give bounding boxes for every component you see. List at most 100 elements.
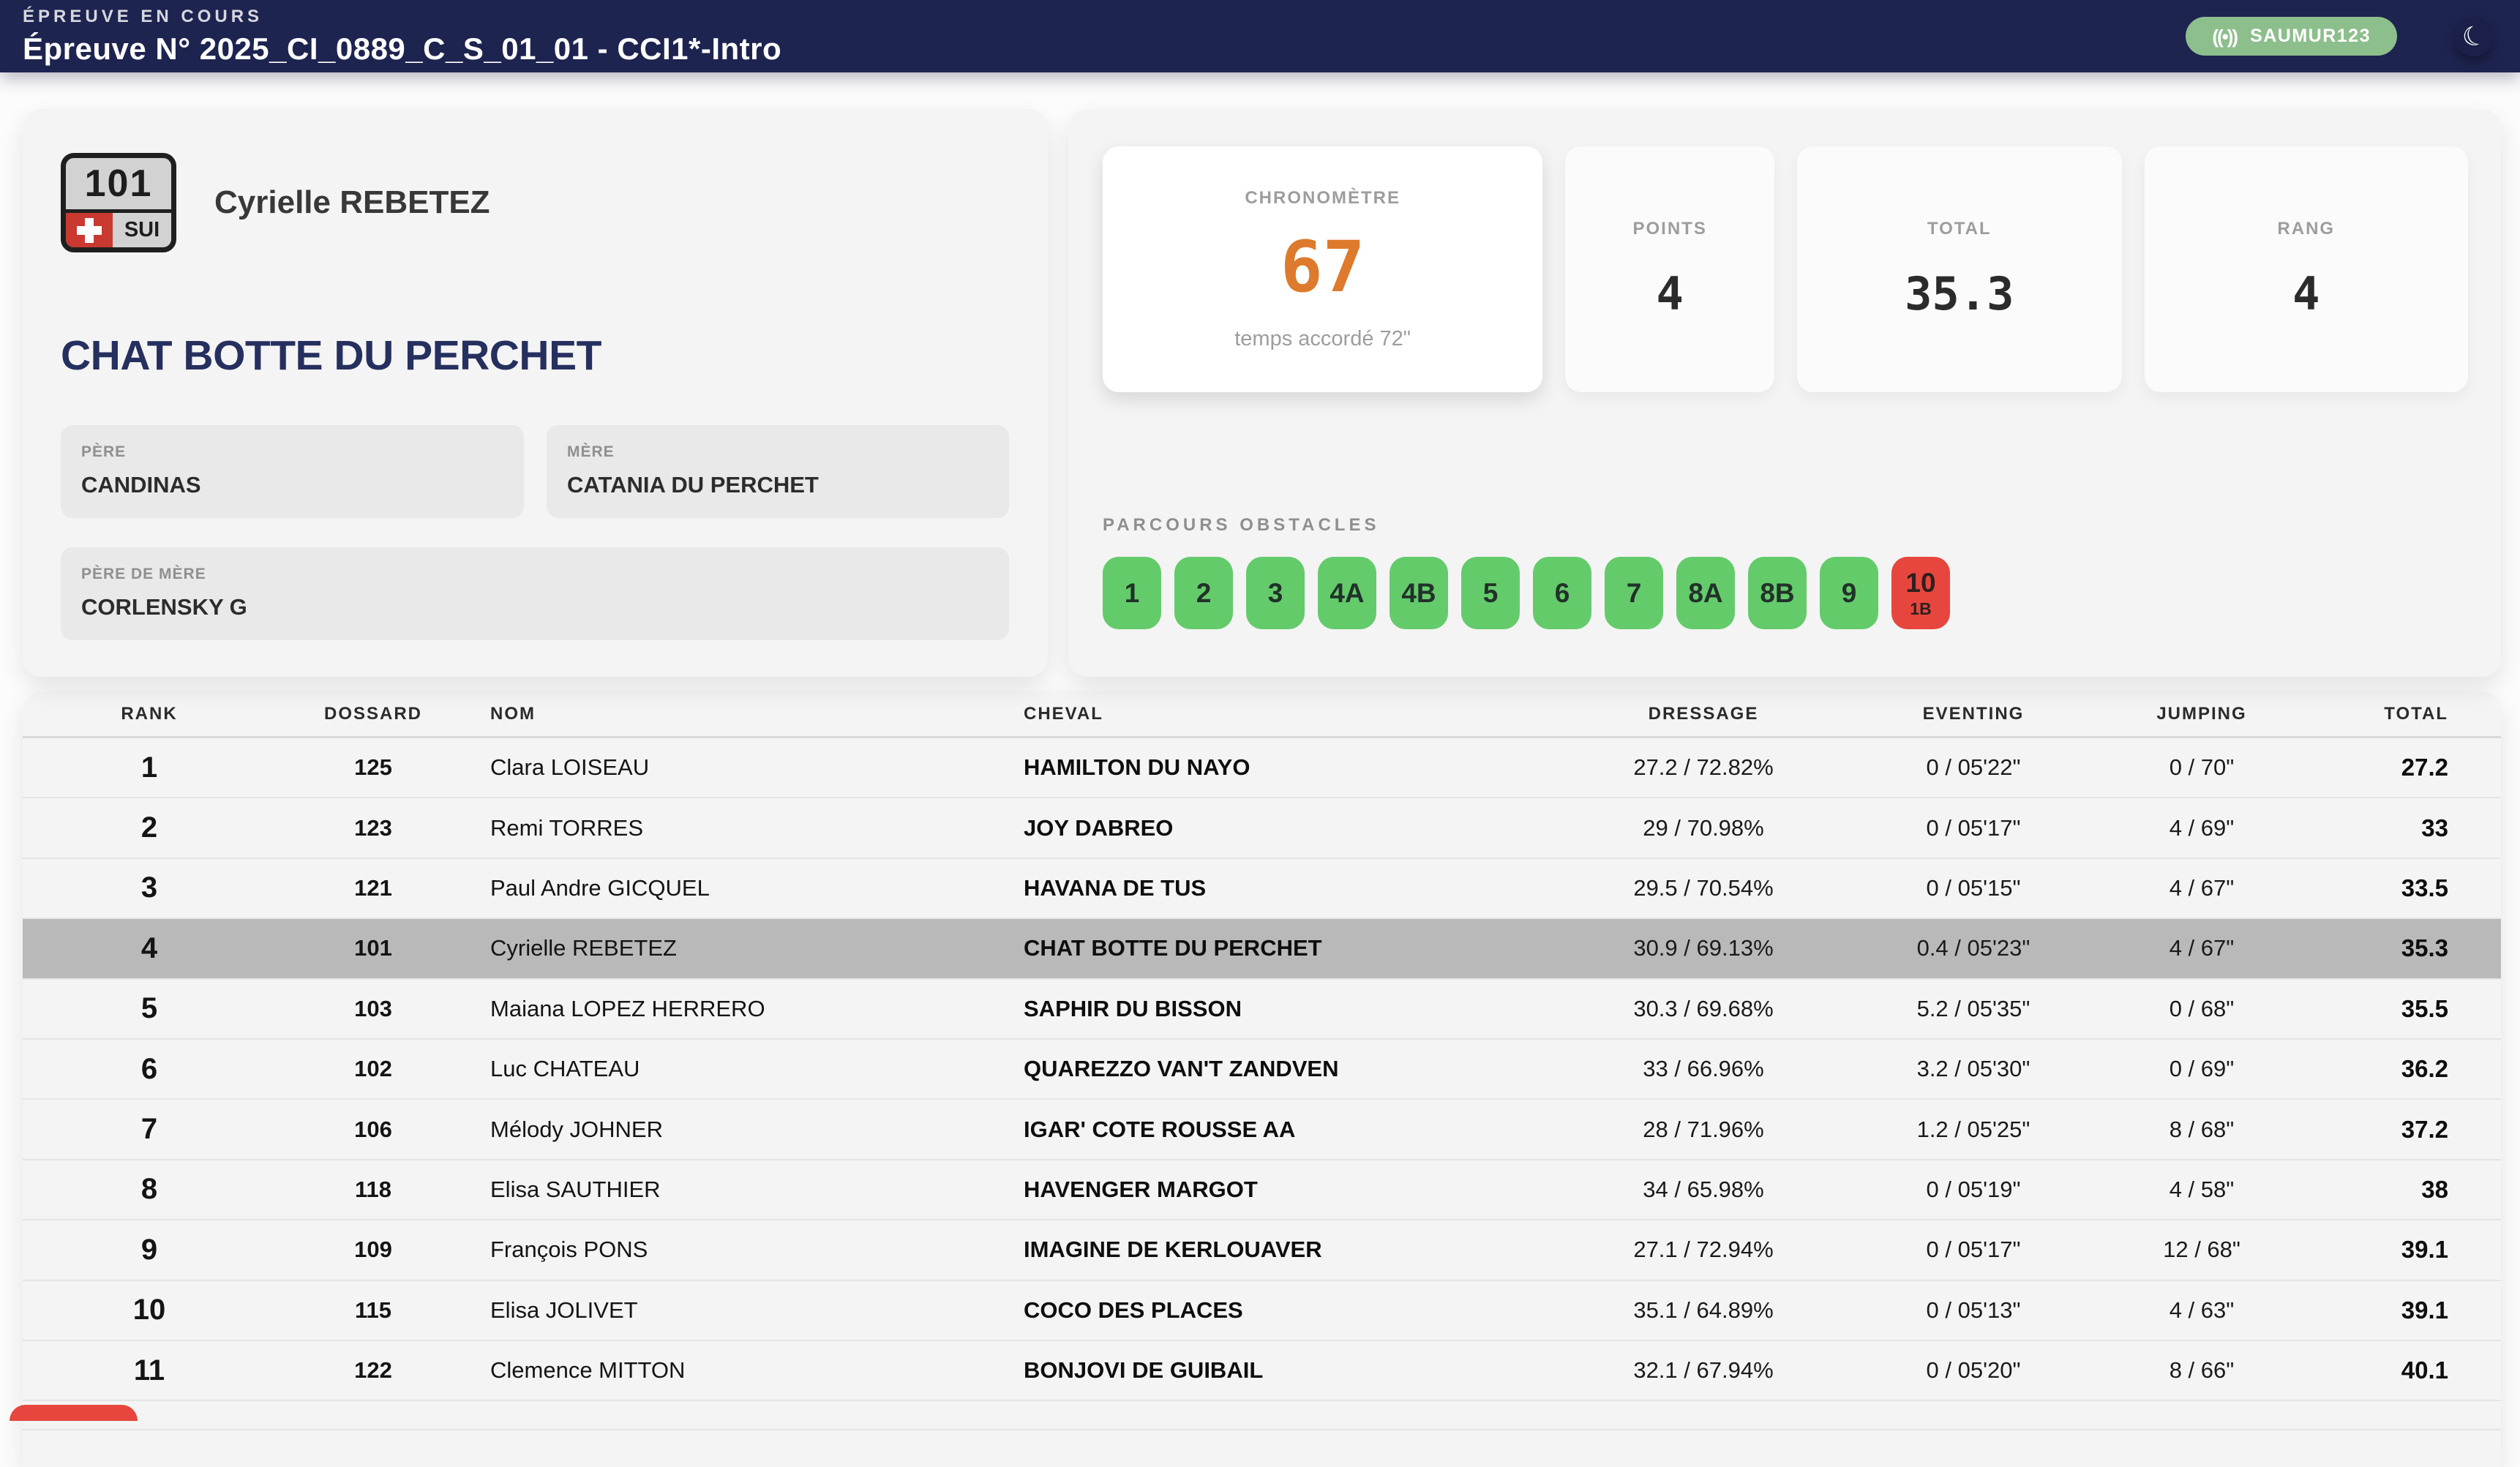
cell-cheval: HAMILTON DU NAYO: [1024, 754, 1250, 781]
obstacle-button-8a[interactable]: 8A: [1676, 557, 1735, 629]
cell-eventing: 0 / 05'13": [1926, 1297, 2021, 1323]
obstacle-button-7[interactable]: 7: [1605, 557, 1663, 629]
event-heading: ÉPREUVE EN COURS Épreuve N° 2025_CI_0889…: [23, 7, 781, 67]
obstacle-button-1[interactable]: 1: [1103, 557, 1161, 629]
cell-dossard: 123: [354, 814, 392, 841]
total-label: TOTAL: [1927, 218, 1992, 239]
cell-total: 36.2: [2401, 1055, 2448, 1083]
bib-number: 101: [84, 162, 153, 205]
cell-total: 37.2: [2401, 1115, 2448, 1143]
top-bar-actions: ((•)) SAUMUR123 ☾: [2186, 16, 2494, 56]
bottom-red-button-sliver[interactable]: [10, 1405, 138, 1421]
cell-cheval: HAVANA DE TUS: [1024, 874, 1207, 901]
obstacle-label: 8A: [1688, 578, 1723, 608]
cell-jumping: 12 / 68": [2163, 1237, 2240, 1263]
obstacle-label: 7: [1626, 578, 1642, 608]
cell-dressage: 28 / 71.96%: [1643, 1116, 1764, 1142]
cell-jumping: 0 / 70": [2169, 754, 2235, 781]
cell-dressage: 27.2 / 72.82%: [1633, 754, 1774, 781]
cell-rank: 11: [133, 1354, 165, 1387]
rank-card: RANG 4: [2144, 146, 2468, 392]
col-dossard: DOSSARD: [323, 703, 422, 724]
competitor-card: 101 SUI Cyrielle REBETEZ CHAT BOTTE DU P…: [23, 109, 1048, 677]
cell-total: 39.1: [2401, 1236, 2448, 1264]
cell-cheval: IGAR' COTE ROUSSE AA: [1024, 1116, 1296, 1142]
obstacle-label: 4B: [1401, 578, 1436, 608]
obstacle-button-5[interactable]: 5: [1461, 557, 1520, 629]
bib-row: 101 SUI Cyrielle REBETEZ: [61, 153, 1010, 252]
points-card: POINTS 4: [1565, 146, 1774, 392]
moon-icon: ☾: [2458, 18, 2490, 54]
obstacle-button-10-fault[interactable]: 10 1B: [1891, 557, 1950, 629]
damsire-field: PÈRE DE MÈRE CORLENSKY G: [61, 547, 1009, 640]
cell-nom: Mélody JOHNER: [490, 1116, 663, 1142]
cell-dressage: 30.9 / 69.13%: [1633, 935, 1774, 961]
top-section: 101 SUI Cyrielle REBETEZ CHAT BOTTE DU P…: [23, 109, 2501, 677]
cell-cheval: CHAT BOTTE DU PERCHET: [1024, 935, 1322, 961]
dam-value: CATANIA DU PERCHET: [567, 472, 819, 498]
cell-rank: 9: [140, 1233, 158, 1266]
table-row[interactable]: 7 106 Mélody JOHNER IGAR' COTE ROUSSE AA…: [23, 1100, 2501, 1160]
table-row[interactable]: 6 102 Luc CHATEAU QUAREZZO VAN'T ZANDVEN…: [23, 1040, 2501, 1100]
horse-name: CHAT BOTTE DU PERCHET: [61, 332, 601, 379]
cell-rank: 8: [140, 1173, 158, 1206]
cell-nom: Elisa JOLIVET: [490, 1297, 638, 1323]
chronometer-value: 67: [1280, 225, 1365, 308]
swiss-flag-icon: [66, 213, 113, 247]
obstacle-button-4a[interactable]: 4A: [1318, 557, 1376, 629]
table-row[interactable]: 9 109 François PONS IMAGINE DE KERLOUAVE…: [23, 1220, 2501, 1281]
table-row[interactable]: 8 118 Elisa SAUTHIER HAVENGER MARGOT 34 …: [23, 1160, 2501, 1221]
cell-cheval: IMAGINE DE KERLOUAVER: [1024, 1237, 1322, 1263]
cell-rank: 2: [140, 811, 158, 844]
col-eventing: EVENTING: [1922, 703, 2025, 724]
cell-dressage: 29 / 70.98%: [1643, 814, 1764, 841]
table-row[interactable]: 11 122 Clemence MITTON BONJOVI DE GUIBAI…: [23, 1341, 2501, 1402]
cell-total: 40.1: [2401, 1357, 2448, 1384]
cell-rank: 1: [140, 751, 158, 784]
cell-dressage: 29.5 / 70.54%: [1633, 874, 1774, 901]
leaderboard-card: RANK DOSSARD NOM CHEVAL DRESSAGE EVENTIN…: [23, 691, 2501, 1467]
obstacle-button-2[interactable]: 2: [1174, 557, 1233, 629]
live-channel-badge[interactable]: ((•)) SAUMUR123: [2186, 17, 2397, 56]
obstacle-button-4b[interactable]: 4B: [1390, 557, 1448, 629]
cell-eventing: 0 / 05'17": [1926, 814, 2021, 841]
dam-field: MÈRE CATANIA DU PERCHET: [547, 425, 1009, 518]
obstacles-section-label: PARCOURS OBSTACLES: [1103, 515, 1380, 535]
dark-mode-toggle[interactable]: ☾: [2454, 16, 2494, 56]
cell-rank: 3: [140, 871, 158, 904]
cell-dressage: 33 / 66.96%: [1643, 1056, 1764, 1082]
table-row[interactable]: 1 125 Clara LOISEAU HAMILTON DU NAYO 27.…: [23, 738, 2501, 799]
col-rank: RANK: [121, 703, 178, 724]
cell-cheval: SAPHIR DU BISSON: [1024, 995, 1242, 1021]
cell-rank: 5: [140, 992, 158, 1025]
cell-rank: 10: [132, 1294, 166, 1327]
live-channel-label: SAUMUR123: [2250, 26, 2371, 46]
table-row[interactable]: 10 115 Elisa JOLIVET COCO DES PLACES 35.…: [23, 1281, 2501, 1341]
cell-jumping: 4 / 67": [2169, 935, 2235, 961]
table-row[interactable]: 3 121 Paul Andre GICQUEL HAVANA DE TUS 2…: [23, 859, 2501, 920]
cell-rank: 4: [140, 931, 158, 964]
cell-total: 35.3: [2401, 934, 2448, 962]
table-row[interactable]: 5 103 Maiana LOPEZ HERRERO SAPHIR DU BIS…: [23, 980, 2501, 1040]
obstacle-button-3[interactable]: 3: [1246, 557, 1305, 629]
cell-nom: Clemence MITTON: [490, 1357, 686, 1384]
cell-rank: 7: [140, 1113, 158, 1146]
obstacle-button-6[interactable]: 6: [1533, 557, 1591, 629]
swiss-cross-icon: [75, 217, 103, 244]
rider-name: Cyrielle REBETEZ: [214, 184, 490, 220]
page-title: Épreuve N° 2025_CI_0889_C_S_01_01 - CCI1…: [23, 31, 782, 66]
nation-code: SUI: [124, 218, 160, 241]
cell-jumping: 8 / 66": [2169, 1357, 2235, 1384]
table-row-highlighted[interactable]: 4 101 Cyrielle REBETEZ CHAT BOTTE DU PER…: [23, 919, 2501, 980]
table-row[interactable]: 2 123 Remi TORRES JOY DABREO 29 / 70.98%…: [23, 798, 2501, 859]
cell-nom: Luc CHATEAU: [490, 1056, 640, 1082]
cell-eventing: 3.2 / 05'30": [1916, 1056, 2030, 1082]
cell-cheval: QUAREZZO VAN'T ZANDVEN: [1024, 1056, 1339, 1082]
points-value: 4: [1656, 266, 1684, 320]
obstacle-sub-label: 1B: [1910, 599, 1932, 618]
rank-value: 4: [2292, 266, 2320, 320]
obstacle-button-8b[interactable]: 8B: [1748, 557, 1807, 629]
sire-label: PÈRE: [81, 443, 127, 460]
cell-total: 39.1: [2401, 1296, 2448, 1324]
obstacle-button-9[interactable]: 9: [1820, 557, 1878, 629]
